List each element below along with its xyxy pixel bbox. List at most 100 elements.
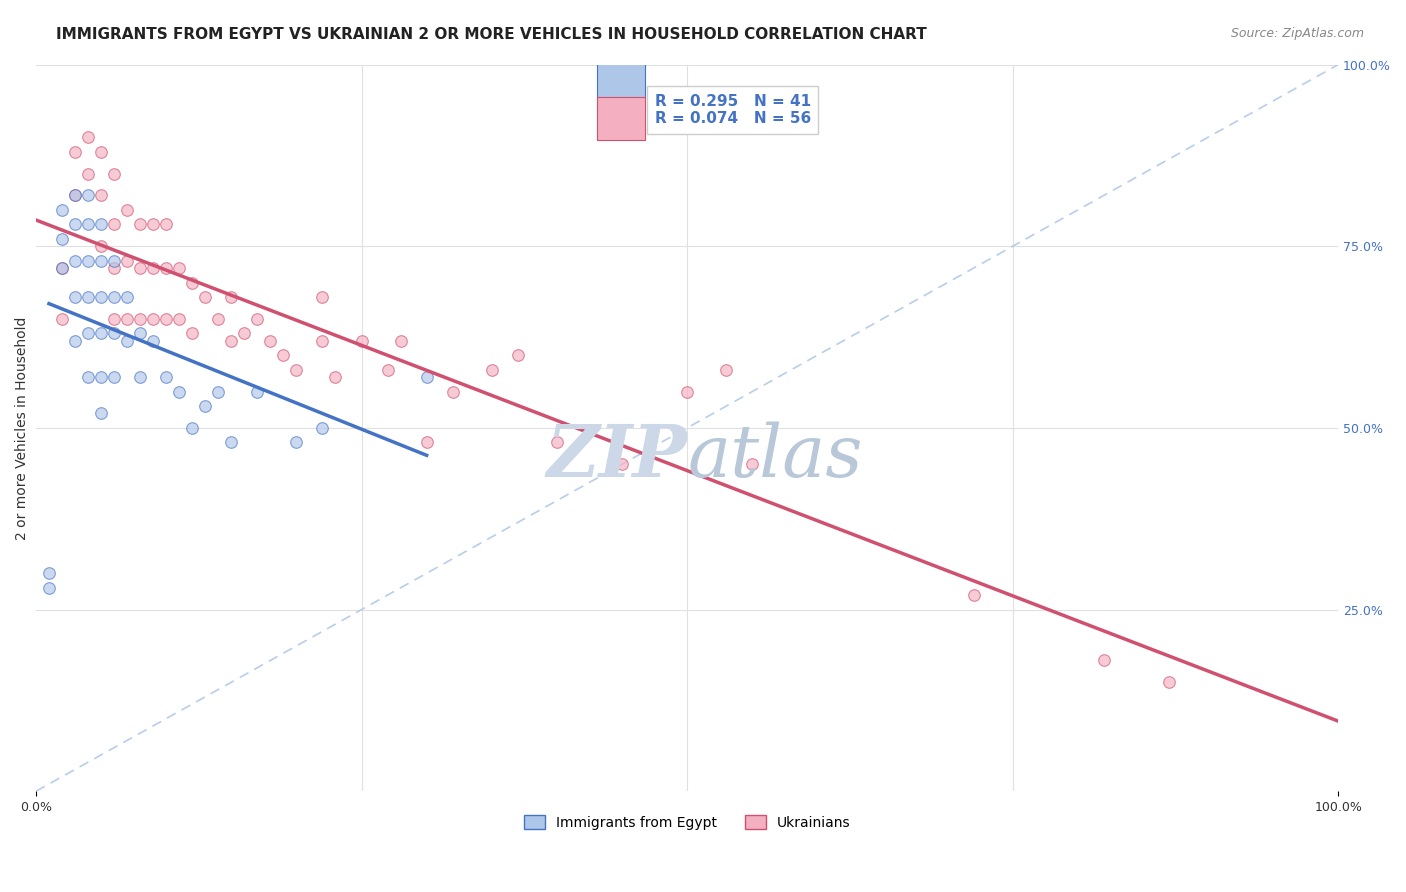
Point xyxy=(103,253,125,268)
Point xyxy=(481,363,503,377)
Point xyxy=(77,218,100,232)
Point xyxy=(63,188,86,202)
Point xyxy=(90,188,112,202)
Point xyxy=(115,202,138,217)
Point xyxy=(311,421,333,435)
Point xyxy=(441,384,464,399)
Point xyxy=(246,384,269,399)
Point xyxy=(273,348,295,362)
Point xyxy=(285,363,308,377)
Point xyxy=(377,363,399,377)
Point xyxy=(741,457,763,471)
Point xyxy=(1092,653,1115,667)
Point xyxy=(311,290,333,304)
Point xyxy=(142,261,165,276)
Point xyxy=(389,334,412,348)
Point xyxy=(51,232,73,246)
Point xyxy=(77,188,100,202)
Point xyxy=(77,130,100,145)
Point xyxy=(129,218,152,232)
Point xyxy=(103,370,125,384)
Point xyxy=(221,334,243,348)
Point xyxy=(129,326,152,341)
Point xyxy=(142,312,165,326)
FancyBboxPatch shape xyxy=(598,56,645,99)
Legend: Immigrants from Egypt, Ukrainians: Immigrants from Egypt, Ukrainians xyxy=(519,809,856,835)
Point xyxy=(77,326,100,341)
Point xyxy=(233,326,256,341)
Text: R = 0.295   N = 41
R = 0.074   N = 56: R = 0.295 N = 41 R = 0.074 N = 56 xyxy=(655,94,811,126)
Point xyxy=(103,261,125,276)
Point xyxy=(207,312,229,326)
Point xyxy=(90,326,112,341)
Text: Source: ZipAtlas.com: Source: ZipAtlas.com xyxy=(1230,27,1364,40)
Point xyxy=(77,167,100,181)
Text: atlas: atlas xyxy=(688,422,863,492)
Point xyxy=(259,334,281,348)
Point xyxy=(51,312,73,326)
Point xyxy=(51,261,73,276)
Point xyxy=(676,384,699,399)
Point xyxy=(63,218,86,232)
Text: IMMIGRANTS FROM EGYPT VS UKRAINIAN 2 OR MORE VEHICLES IN HOUSEHOLD CORRELATION C: IMMIGRANTS FROM EGYPT VS UKRAINIAN 2 OR … xyxy=(56,27,927,42)
Point xyxy=(63,188,86,202)
Point xyxy=(167,384,190,399)
Point xyxy=(415,435,437,450)
Point xyxy=(142,218,165,232)
Point xyxy=(115,290,138,304)
Point xyxy=(167,261,190,276)
Point xyxy=(181,421,204,435)
Point xyxy=(546,435,568,450)
Point xyxy=(77,253,100,268)
Point xyxy=(63,290,86,304)
FancyBboxPatch shape xyxy=(598,97,645,140)
Point xyxy=(714,363,737,377)
Point xyxy=(415,370,437,384)
Point xyxy=(38,566,60,581)
Point xyxy=(129,261,152,276)
Point xyxy=(1157,675,1180,690)
Point xyxy=(181,276,204,290)
Point xyxy=(63,253,86,268)
Point xyxy=(207,384,229,399)
Point xyxy=(77,370,100,384)
Point xyxy=(115,312,138,326)
Point xyxy=(103,218,125,232)
Point xyxy=(51,202,73,217)
Point xyxy=(90,239,112,253)
Point xyxy=(90,370,112,384)
Point xyxy=(194,290,217,304)
Text: ZIP: ZIP xyxy=(546,422,688,492)
Point xyxy=(38,581,60,595)
Point xyxy=(90,253,112,268)
Point xyxy=(181,326,204,341)
Point xyxy=(90,145,112,159)
Point xyxy=(221,435,243,450)
Point xyxy=(103,167,125,181)
Point xyxy=(77,290,100,304)
Point xyxy=(155,261,177,276)
Point xyxy=(155,312,177,326)
Point xyxy=(285,435,308,450)
Point xyxy=(194,399,217,413)
Point xyxy=(103,312,125,326)
Point xyxy=(155,370,177,384)
Point xyxy=(103,326,125,341)
Point xyxy=(167,312,190,326)
Point xyxy=(90,290,112,304)
Point xyxy=(103,290,125,304)
Point xyxy=(962,588,984,602)
Point xyxy=(90,218,112,232)
Point xyxy=(506,348,529,362)
Y-axis label: 2 or more Vehicles in Household: 2 or more Vehicles in Household xyxy=(15,317,30,540)
Point xyxy=(129,312,152,326)
Point xyxy=(51,261,73,276)
Point xyxy=(246,312,269,326)
Point xyxy=(221,290,243,304)
Point xyxy=(115,334,138,348)
Point xyxy=(311,334,333,348)
Point xyxy=(155,218,177,232)
Point xyxy=(350,334,373,348)
Point xyxy=(142,334,165,348)
Point xyxy=(63,145,86,159)
